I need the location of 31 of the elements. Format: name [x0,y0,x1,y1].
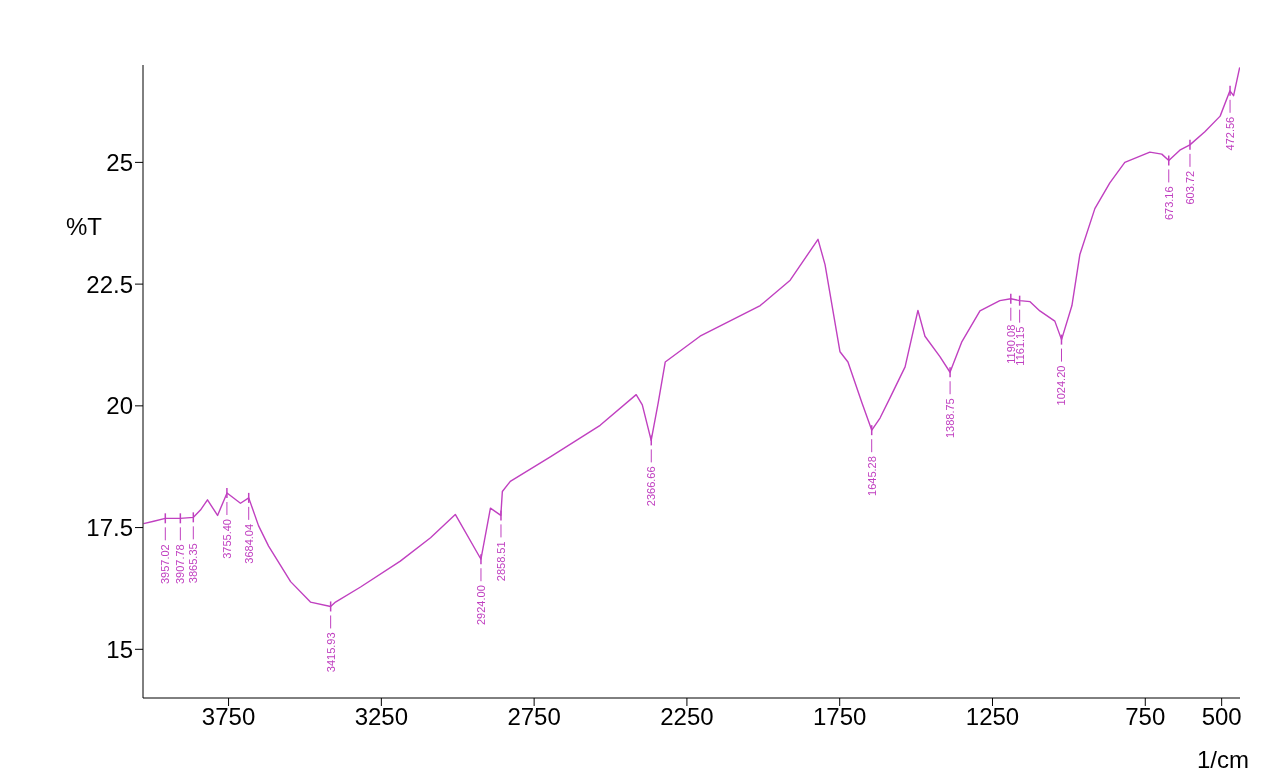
annotation: 3684.04 [242,523,255,564]
x-tick-label: 1750 [813,703,867,731]
y-axis-title: %T [66,213,102,241]
annotation: 3865.35 [187,543,200,584]
annotation: 3415.93 [324,632,337,673]
y-tick-label: 22.5 [86,270,133,298]
annotation: 1024.20 [1055,365,1068,406]
annotation: 472.56 [1224,116,1237,151]
annotation: 3907.78 [174,544,187,585]
annotation: 603.72 [1183,170,1196,205]
y-tick-label: 20 [106,392,133,420]
x-tick-label: 500 [1201,703,1242,731]
x-axis-title: 1/cm [1196,746,1249,774]
x-tick-label: 3250 [354,703,409,731]
y-tick-label: 17.5 [86,514,133,542]
annotation: 1388.75 [944,398,957,439]
annotation: 1645.28 [865,456,878,496]
annotation: 3957.02 [159,544,172,585]
annotation: 3755.40 [220,519,233,559]
x-tick-label: 3750 [201,703,256,731]
x-tick-label: 2750 [507,703,561,731]
annotation: 2858.51 [494,541,507,582]
annotation: 1190.08 [1004,324,1017,364]
y-tick-label: 25 [106,148,133,176]
annotation: 2366.66 [645,466,658,507]
x-tick-label: 2250 [660,703,714,731]
annotation: 673.16 [1162,186,1175,221]
x-tick-label: 750 [1125,703,1166,731]
annotation: 2924.00 [474,585,487,625]
y-tick-label: 15 [106,635,133,663]
x-tick-label: 1250 [965,703,1020,731]
